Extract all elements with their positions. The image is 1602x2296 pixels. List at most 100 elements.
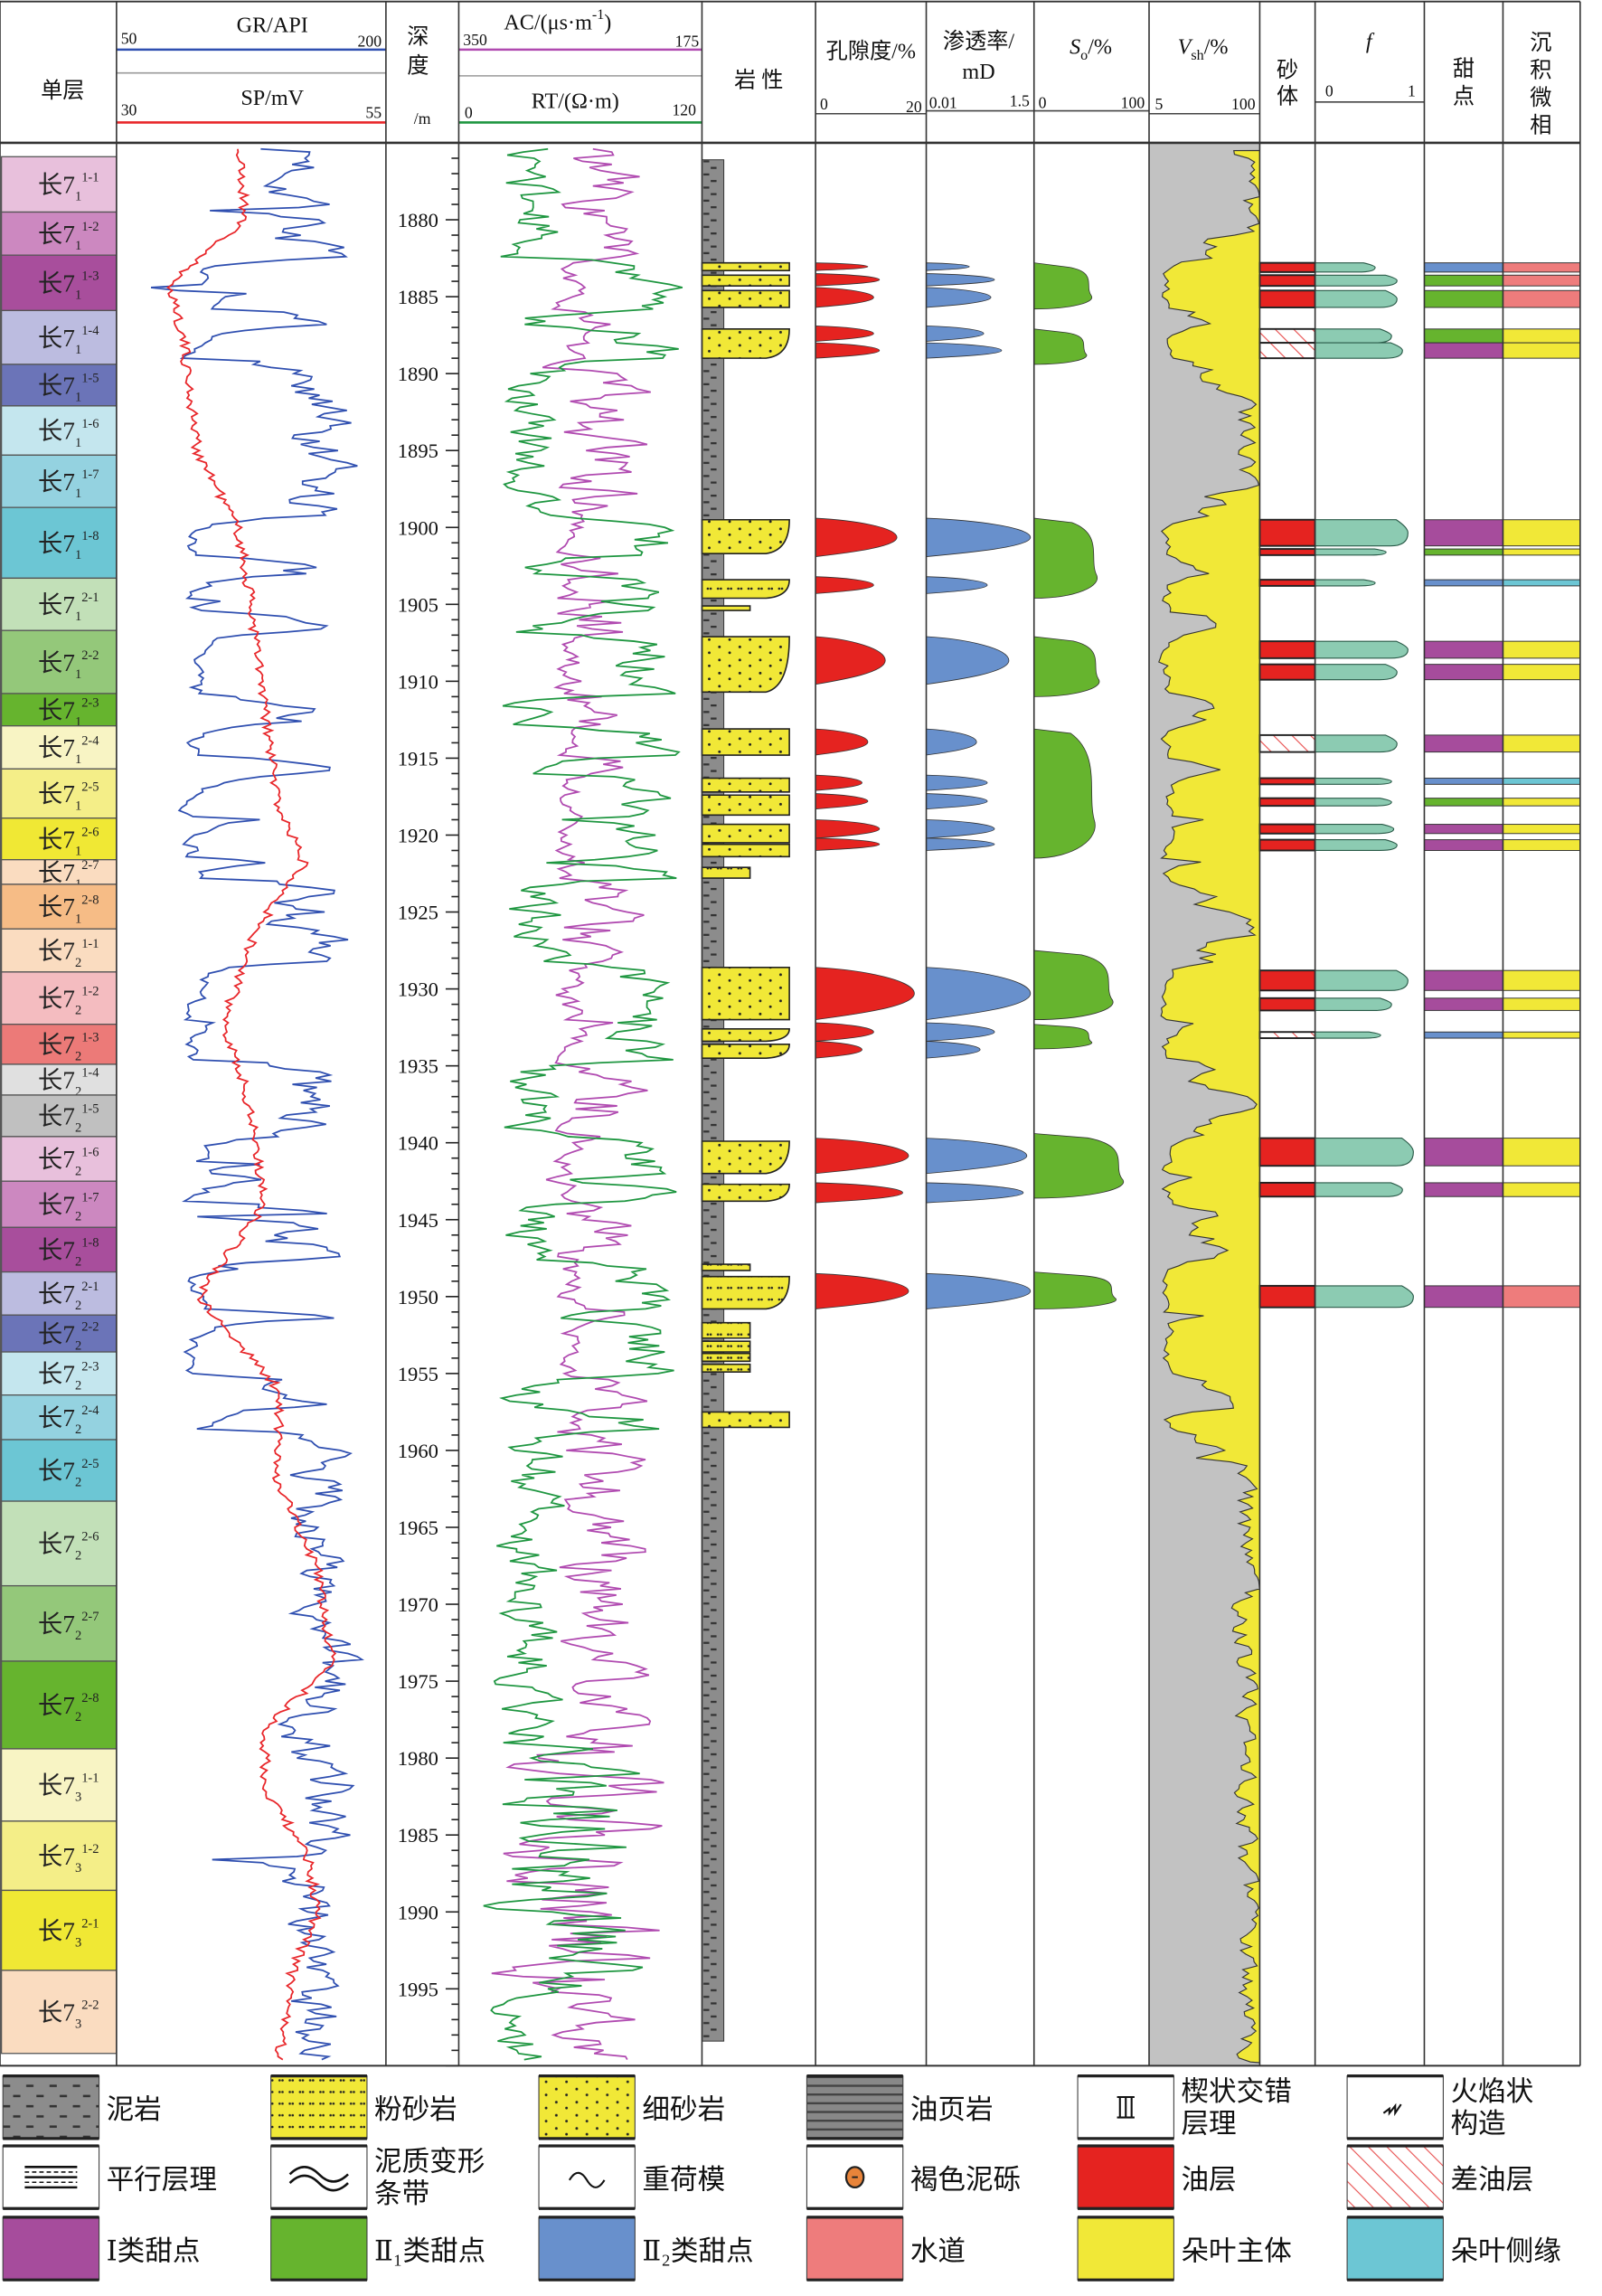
legend-item-oil-shale: 油页岩 bbox=[806, 2074, 994, 2140]
oil-saturation-block bbox=[1033, 728, 1096, 859]
depth-label: 1910 bbox=[398, 670, 438, 693]
facies-band bbox=[1502, 664, 1581, 681]
siltstone-bed bbox=[701, 605, 751, 611]
layer-label: 长721-1 bbox=[38, 937, 99, 970]
header-vsh: Vsh/% bbox=[1178, 35, 1229, 63]
f-value-shape bbox=[1315, 839, 1398, 852]
porosity-max: 20 bbox=[906, 98, 922, 116]
oil-layer-band bbox=[1258, 663, 1316, 681]
perm-max: 1.5 bbox=[1010, 92, 1030, 110]
layer-label: 长721-4 bbox=[38, 1066, 99, 1100]
siltstone-bed bbox=[701, 1352, 751, 1363]
legend-item-parallel-bedding: 平行层理 bbox=[2, 2144, 217, 2210]
oil-saturation-block bbox=[1033, 636, 1100, 697]
layer-label: 长712-4 bbox=[38, 733, 99, 767]
layer-cell bbox=[0, 1820, 118, 1892]
legend-label: Ⅰ类甜点 bbox=[107, 2235, 201, 2266]
porosity-peak bbox=[815, 1041, 862, 1059]
lithology-column bbox=[701, 159, 790, 2042]
legend-swatch bbox=[538, 2216, 636, 2281]
oil-layer-band bbox=[1258, 1284, 1316, 1309]
f-value-shape bbox=[1315, 640, 1409, 659]
oil-layer-band bbox=[1258, 579, 1316, 587]
depth-label: 1955 bbox=[398, 1363, 438, 1385]
legend-item-sweet-II1: Ⅱ₁类甜点 bbox=[270, 2216, 485, 2282]
permeability-peak bbox=[926, 342, 1003, 359]
layer-label: 长731-2 bbox=[38, 1842, 99, 1876]
depth-label: 1985 bbox=[398, 1824, 438, 1847]
oil-layer-band bbox=[1258, 289, 1316, 308]
sweet-spot-band bbox=[1423, 1182, 1503, 1197]
permeability-peak bbox=[926, 517, 1032, 558]
layer-label: 长712-5 bbox=[38, 780, 99, 813]
permeability-peak bbox=[926, 1272, 1032, 1309]
legend-label: 朵叶侧缘 bbox=[1450, 2235, 1560, 2266]
porosity-peak bbox=[815, 273, 881, 287]
layer-label: 长711-8 bbox=[38, 529, 99, 562]
sweet-spot-band bbox=[1423, 328, 1503, 344]
f-min: 0 bbox=[1325, 81, 1333, 99]
f-value-shape bbox=[1315, 342, 1403, 359]
fine-sandstone-bed bbox=[701, 843, 790, 858]
legend-swatch bbox=[270, 2145, 368, 2209]
layer-cell bbox=[0, 405, 118, 456]
oil-layer-band bbox=[1258, 838, 1316, 852]
oil-layer-band bbox=[1258, 797, 1316, 808]
legend-swatch bbox=[1346, 2216, 1444, 2281]
layer-label: 长722-6 bbox=[38, 1530, 99, 1564]
fine-sandstone-bed bbox=[701, 1044, 790, 1059]
permeability-peak bbox=[926, 967, 1032, 1021]
gr-curve bbox=[150, 147, 364, 2061]
legend-label: 泥质变形 bbox=[374, 2146, 485, 2177]
header-depth-1: 深 bbox=[407, 24, 429, 49]
sweet-spot-band bbox=[1423, 519, 1503, 547]
porosity-peak bbox=[815, 287, 874, 308]
layer-cell bbox=[0, 1314, 118, 1353]
depth-label: 1925 bbox=[398, 902, 438, 924]
fine-sandstone-bed bbox=[701, 261, 790, 271]
depth-label: 1935 bbox=[398, 1055, 438, 1078]
porosity-peak bbox=[815, 517, 898, 558]
facies-band bbox=[1502, 1031, 1581, 1039]
legend-label: 火焰状 bbox=[1450, 2076, 1533, 2107]
vsh-min: 5 bbox=[1154, 95, 1163, 113]
depth-label: 1995 bbox=[398, 1978, 438, 2000]
header-facies-2: 积 bbox=[1530, 58, 1551, 82]
legend-swatch bbox=[806, 2216, 904, 2281]
header-gr: GR/API bbox=[237, 14, 308, 38]
oil-layer-band bbox=[1258, 777, 1316, 786]
facies-band bbox=[1502, 1285, 1581, 1309]
f-value-shape bbox=[1315, 274, 1398, 287]
poor-oil-layer-band bbox=[1258, 342, 1316, 360]
legend-item-poor-oil-layer: 差油层 bbox=[1346, 2144, 1533, 2210]
fine-sandstone-bed bbox=[701, 636, 790, 694]
layer-label: 长722-4 bbox=[38, 1403, 99, 1437]
siltstone-bed bbox=[701, 1263, 751, 1271]
porosity-peak bbox=[815, 1022, 874, 1042]
header-lithology: 岩 性 bbox=[734, 69, 783, 93]
f-value-shape bbox=[1315, 262, 1376, 273]
layer-label: 长711-6 bbox=[38, 417, 99, 450]
layer-label: 长722-5 bbox=[38, 1457, 99, 1490]
layer-label: 长711-2 bbox=[38, 220, 99, 253]
layer-label: 长721-3 bbox=[38, 1031, 99, 1064]
f-value-shape bbox=[1315, 824, 1395, 835]
legend-label: 朵叶主体 bbox=[1181, 2235, 1291, 2266]
layer-cell bbox=[0, 883, 118, 930]
vsh-curve-fill bbox=[1158, 149, 1261, 2064]
facies-band bbox=[1502, 274, 1581, 287]
porosity-peak bbox=[815, 774, 862, 791]
oil-layer-band bbox=[1258, 1181, 1316, 1198]
header-depth-unit: /m bbox=[414, 109, 431, 128]
depth-label: 1950 bbox=[398, 1286, 438, 1309]
legend-label: 细砂岩 bbox=[642, 2094, 725, 2125]
permeability-peak bbox=[926, 728, 977, 756]
sweet-spot-band bbox=[1423, 289, 1503, 308]
layer-label: 长732-2 bbox=[38, 1998, 99, 2032]
porosity-peak bbox=[815, 819, 881, 839]
layer-label: 长711-5 bbox=[38, 372, 99, 405]
poor-oil-layer-band bbox=[1258, 327, 1316, 345]
f-value-shape bbox=[1315, 548, 1387, 556]
poor-oil-layer-band bbox=[1258, 733, 1316, 753]
depth-label: 1900 bbox=[398, 516, 438, 539]
